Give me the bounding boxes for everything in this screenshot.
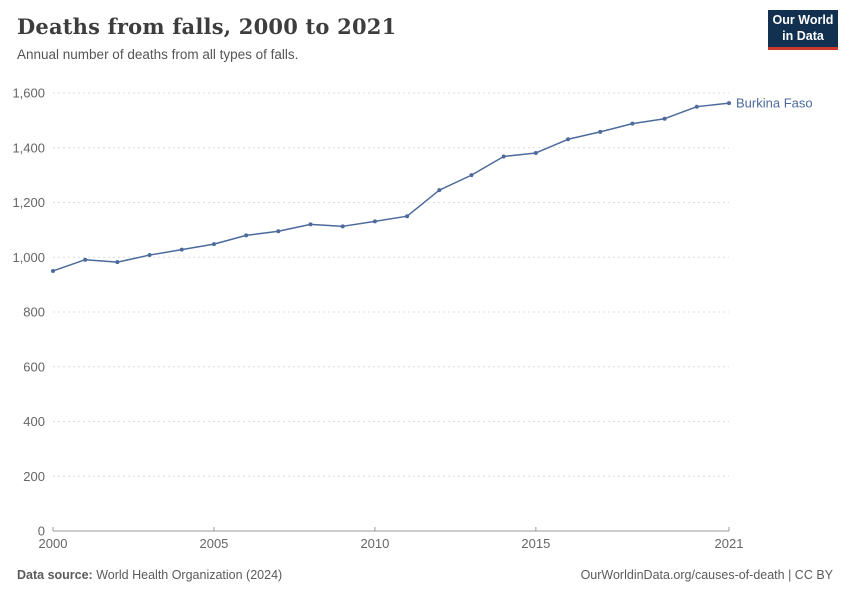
data-point-2017	[598, 129, 603, 134]
x-tick-label-2000: 2000	[39, 536, 68, 551]
series-line-burkina-faso	[52, 102, 730, 272]
y-tick-label-1000: 1,000	[12, 250, 45, 265]
data-point-2006	[244, 233, 249, 238]
data-point-2009	[340, 224, 345, 229]
chart-subtitle: Annual number of deaths from all types o…	[17, 47, 299, 62]
series-end-label: Burkina Faso	[736, 96, 813, 111]
x-tick-label-2021: 2021	[715, 536, 744, 551]
data-point-2016	[566, 137, 571, 142]
owid-logo-line1: Our World	[772, 12, 834, 27]
data-point-2010	[372, 219, 377, 224]
data-point-2004	[179, 247, 184, 252]
y-tick-label-200: 200	[23, 469, 45, 484]
x-tick-label-2010: 2010	[360, 536, 389, 551]
y-tick-label-1600: 1,600	[12, 86, 45, 101]
data-point-2011	[405, 214, 410, 219]
data-point-2018	[630, 121, 635, 126]
data-point-2021	[727, 101, 731, 106]
data-point-2007	[276, 229, 281, 234]
data-point-2000	[51, 268, 55, 273]
y-tick-label-600: 600	[23, 359, 45, 374]
chart-footer: Data source: World Health Organization (…	[17, 568, 833, 582]
data-point-2002	[115, 260, 120, 265]
data-point-2005	[211, 242, 216, 247]
data-point-2019	[662, 116, 667, 121]
x-tick-label-2005: 2005	[199, 536, 228, 551]
data-point-2012	[437, 188, 442, 193]
data-point-2014	[501, 154, 506, 159]
owid-logo-line2: in Data	[782, 28, 824, 43]
owid-logo[interactable]: Our World in Data	[768, 10, 838, 50]
y-tick-label-800: 800	[23, 305, 45, 320]
y-tick-label-0: 0	[38, 524, 45, 539]
data-source: Data source: World Health Organization (…	[17, 568, 282, 582]
x-tick-label-2015: 2015	[521, 536, 550, 551]
y-tick-label-400: 400	[23, 414, 45, 429]
data-point-2003	[147, 253, 152, 258]
data-source-label: Data source:	[17, 568, 93, 582]
data-point-2015	[533, 150, 538, 155]
data-source-value: World Health Organization (2024)	[96, 568, 283, 582]
data-point-2013	[469, 173, 474, 178]
data-point-2020	[694, 104, 699, 109]
y-tick-label-1400: 1,400	[12, 140, 45, 155]
data-point-2008	[308, 222, 313, 227]
footer-link[interactable]: OurWorldinData.org/causes-of-death | CC …	[580, 568, 833, 582]
data-point-2001	[83, 257, 88, 262]
chart-title: Deaths from falls, 2000 to 2021	[17, 14, 397, 39]
y-tick-label-1200: 1,200	[12, 195, 45, 210]
